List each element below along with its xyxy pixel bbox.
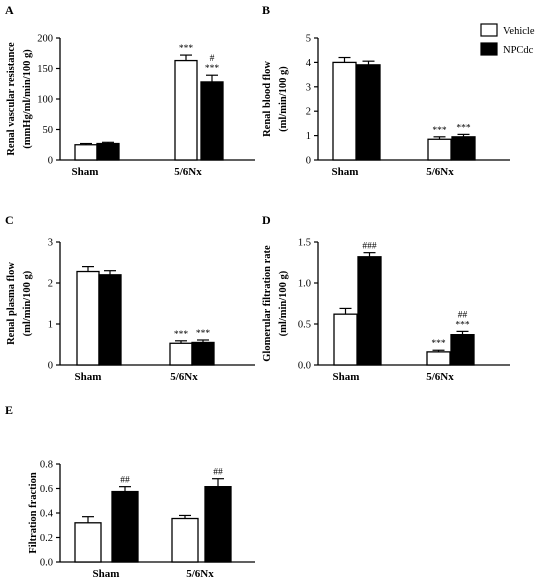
- x-tick-label: Sham: [332, 166, 359, 178]
- panel-letter: A: [5, 3, 14, 17]
- bar-npcdc-sham: [357, 256, 382, 366]
- x-tick-label: 5/6Nx: [426, 166, 454, 178]
- panel-letter: D: [262, 213, 271, 227]
- y-axis-label: (mmHg/ml/min/100 g): [22, 49, 33, 149]
- bar-npcdc-56nx: [450, 334, 475, 366]
- bar-npcdc-sham: [98, 274, 122, 366]
- y-tick-label: 1.5: [298, 238, 311, 249]
- bar-npcdc-56nx: [200, 81, 224, 161]
- panel-letter: C: [5, 213, 14, 227]
- y-tick-label: 1: [48, 320, 53, 331]
- y-tick-label: 0.0: [298, 361, 311, 372]
- significance-label: ***: [431, 339, 446, 349]
- y-tick-label: 100: [37, 95, 53, 106]
- significance-label: ***: [432, 126, 447, 136]
- significance-label: ##: [458, 310, 468, 320]
- y-axis-label: Renal plasma flow: [6, 262, 17, 345]
- y-axis-label: Filtration fraction: [28, 472, 39, 554]
- bar-npcdc-56nx: [191, 341, 215, 366]
- bar-npcdc-56nx: [204, 486, 232, 563]
- y-tick-label: 4: [306, 58, 312, 69]
- significance-label: ***: [456, 123, 471, 133]
- significance-label: ***: [205, 64, 220, 74]
- y-axis-label: (ml/min/100 g): [278, 66, 289, 132]
- x-tick-label: 5/6Nx: [174, 166, 202, 178]
- panel-letter: B: [262, 3, 270, 17]
- x-tick-label: Sham: [72, 166, 99, 178]
- legend-label: Vehicle: [503, 26, 535, 37]
- bar-npcdc-sham: [111, 490, 139, 563]
- y-tick-label: 0.8: [40, 460, 53, 471]
- bar-vehicle-sham: [333, 313, 358, 366]
- y-tick-label: 50: [43, 125, 54, 136]
- y-tick-label: 2: [306, 107, 311, 118]
- legend-label: NPCdc: [503, 45, 534, 56]
- bar-vehicle-sham: [74, 144, 98, 161]
- significance-label: ***: [455, 320, 470, 330]
- y-tick-label: 3: [48, 238, 53, 249]
- y-tick-label: 1: [306, 131, 311, 142]
- bar-npcdc-sham: [356, 64, 381, 161]
- significance-label: ***: [196, 329, 211, 339]
- chart-panel-a: A 0 50 100 150 200 Renal vascular resistance (m…: [5, 3, 255, 178]
- y-axis-label: Renal blood flow: [262, 61, 273, 137]
- x-tick-label: Sham: [333, 371, 360, 383]
- legend-swatch-npcdc: [480, 42, 498, 56]
- x-tick-label: Sham: [75, 371, 102, 383]
- y-axis-label: (ml/min/100 g): [22, 270, 33, 336]
- x-tick-label: 5/6Nx: [170, 371, 198, 383]
- chart-panel-c: C 0 1 2 3 Renal plasma flow (ml/min/100 g) Sham…: [5, 213, 255, 383]
- bar-vehicle-sham: [76, 270, 100, 366]
- y-tick-label: 0: [48, 361, 53, 372]
- y-tick-label: 200: [37, 34, 53, 45]
- bar-vehicle-sham: [332, 61, 357, 161]
- x-tick-label: Sham: [93, 568, 120, 580]
- y-tick-label: 150: [37, 64, 53, 75]
- significance-label: ***: [174, 330, 189, 340]
- y-tick-label: 0: [306, 156, 311, 167]
- y-tick-label: 0.6: [40, 484, 53, 495]
- significance-label: #: [210, 54, 215, 64]
- y-axis-label: (ml/min/100 g): [278, 270, 289, 336]
- bar-vehicle-56nx: [174, 59, 198, 161]
- y-axis-label: Renal vascular resistance: [6, 42, 17, 156]
- bar-npcdc-56nx: [451, 136, 476, 161]
- y-tick-label: 3: [306, 82, 311, 93]
- bar-vehicle-sham: [74, 522, 102, 563]
- legend-swatch-vehicle: [480, 23, 498, 37]
- y-tick-label: 1.0: [298, 279, 311, 290]
- y-axis-label: Glomerular filtration rate: [262, 245, 273, 362]
- bar-vehicle-56nx: [169, 342, 193, 366]
- bar-vehicle-56nx: [171, 517, 199, 563]
- y-tick-label: 0.0: [40, 558, 53, 569]
- significance-label: ***: [179, 44, 194, 54]
- y-tick-label: 0: [48, 156, 53, 167]
- chart-panel-d: D 0.0 0.5 1.0 1.5 Glomerular filtration rate (…: [262, 213, 510, 383]
- panel-letter: E: [5, 403, 13, 417]
- legend: Vehicle NPCdc: [480, 23, 535, 56]
- significance-label: ###: [362, 242, 377, 252]
- y-tick-label: 0.4: [40, 509, 54, 520]
- significance-label: ##: [213, 468, 223, 478]
- bar-vehicle-56nx: [426, 351, 451, 366]
- significance-label: ##: [120, 476, 130, 486]
- x-tick-label: 5/6Nx: [426, 371, 454, 383]
- bar-vehicle-56nx: [427, 138, 452, 161]
- y-tick-label: 0.5: [298, 320, 311, 331]
- y-tick-label: 0.2: [40, 533, 53, 544]
- x-tick-label: 5/6Nx: [186, 568, 214, 580]
- y-tick-label: 5: [306, 34, 311, 45]
- y-tick-label: 2: [48, 279, 53, 290]
- chart-panel-b: B 0 1 2 3 4 5 Renal blood flow (ml/min/100 g) Sha…: [262, 3, 510, 178]
- bar-npcdc-sham: [96, 142, 120, 161]
